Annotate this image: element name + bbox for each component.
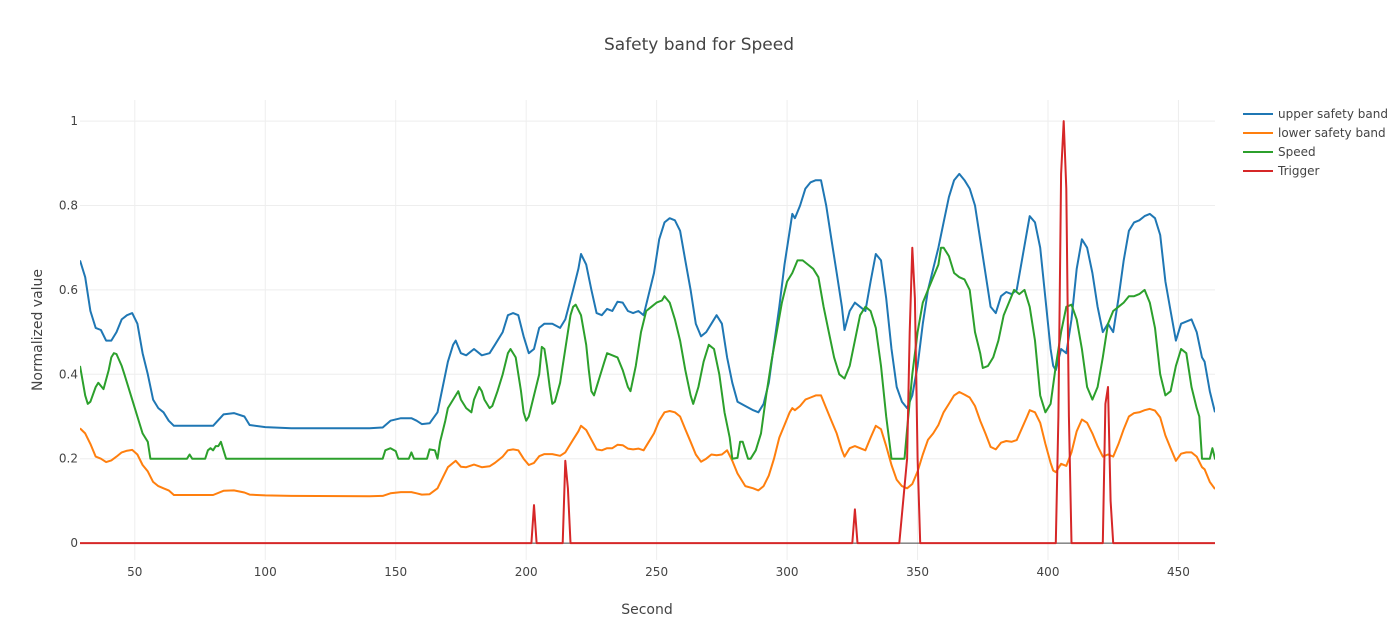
x-tick-label: 350 xyxy=(906,565,929,579)
x-tick-label: 400 xyxy=(1037,565,1060,579)
x-tick-label: 450 xyxy=(1167,565,1190,579)
chart-title: Safety band for Speed xyxy=(604,35,794,55)
y-tick-label: 0.4 xyxy=(59,367,78,381)
legend-item[interactable]: upper safety band xyxy=(1243,107,1388,121)
legend-item[interactable]: lower safety band xyxy=(1243,126,1386,140)
legend[interactable]: upper safety band lower safety band Speed T… xyxy=(1243,107,1388,178)
y-axis-title: Normalized value xyxy=(30,269,46,391)
tick-labels: 50 100 150 200 250 300 350 400 450 0 0.2 0.4 0.6 0.8 1 xyxy=(59,114,1190,579)
legend-item[interactable]: Speed xyxy=(1243,145,1316,159)
x-tick-label: 250 xyxy=(645,565,668,579)
legend-item[interactable]: Trigger xyxy=(1243,164,1319,178)
series-line-upper-safety-band xyxy=(80,172,1215,430)
y-tick-label: 1 xyxy=(70,114,78,128)
x-axis-title: Second xyxy=(621,602,673,618)
y-tick-label: 0.8 xyxy=(59,199,78,213)
x-tick-label: 200 xyxy=(515,565,538,579)
legend-label: lower safety band xyxy=(1278,126,1386,140)
y-tick-label: 0 xyxy=(70,536,78,550)
legend-label: Speed xyxy=(1278,145,1316,159)
y-tick-label: 0.6 xyxy=(59,283,78,297)
series-layer xyxy=(80,120,1215,545)
series-line-speed xyxy=(80,246,1215,460)
x-tick-label: 100 xyxy=(254,565,277,579)
x-tick-label: 150 xyxy=(384,565,407,579)
legend-label: upper safety band xyxy=(1278,107,1388,121)
legend-label: Trigger xyxy=(1277,164,1319,178)
x-tick-label: 50 xyxy=(127,565,142,579)
series-line-trigger xyxy=(80,120,1215,545)
x-tick-label: 300 xyxy=(776,565,799,579)
y-tick-label: 0.2 xyxy=(59,452,78,466)
